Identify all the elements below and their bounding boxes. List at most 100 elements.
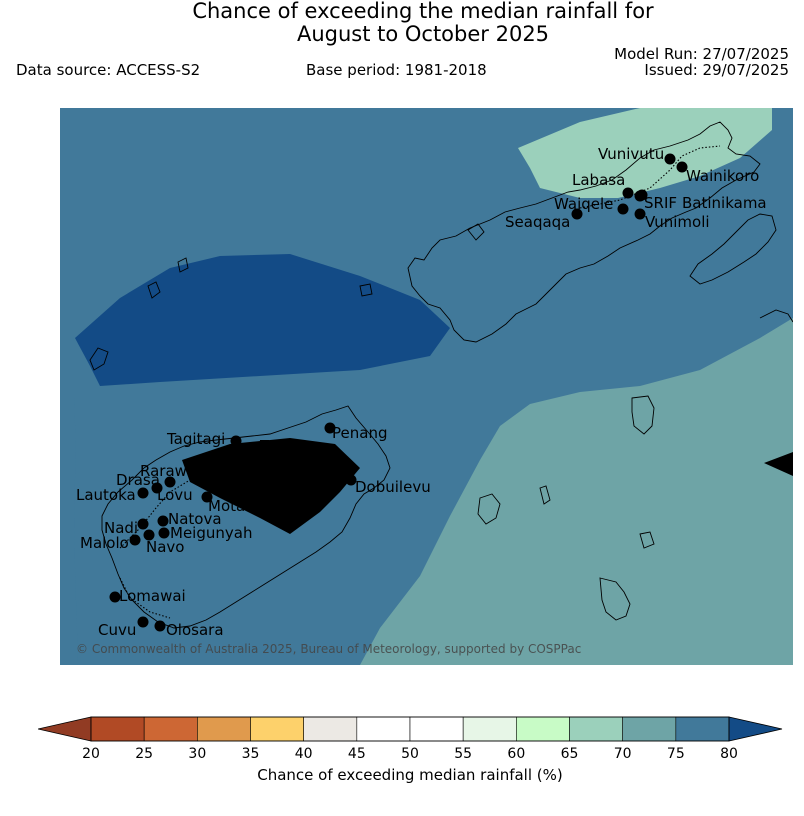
zone-above-80-north <box>518 108 772 198</box>
town-label-lomawai: Lomawai <box>119 587 186 605</box>
colorbar-frame <box>90 716 730 742</box>
boundary-viti-levu-south <box>119 577 171 619</box>
colorbar-segment <box>569 716 623 742</box>
coast-kadavu <box>599 577 631 621</box>
town-marker-lovu <box>164 476 176 488</box>
town-label-mota: Mota <box>208 497 245 515</box>
town-label-tagitagi: Tagitagi <box>166 430 225 448</box>
town-label-dobuilevu: Dobuilevu <box>355 478 431 496</box>
town-marker-dobuilevu <box>345 474 357 486</box>
town-markers: Vunivutu Wainikoro Labasa Waiqele SRIF Batini… <box>76 145 767 639</box>
coast-taveuni <box>689 213 777 285</box>
colorbar-tick-label: 80 <box>720 746 738 762</box>
town-label-navatu: Navatu <box>217 462 271 480</box>
town-marker-lomawai <box>109 591 121 603</box>
colorbar-segments <box>90 716 730 742</box>
colorbar-tick-label: 65 <box>561 746 579 762</box>
colorbar-tick-label: 20 <box>82 746 100 762</box>
town-marker-vatukoula <box>243 457 255 469</box>
data-source: Data source: ACCESS-S2 <box>16 61 201 79</box>
town-marker-lautoka <box>137 487 149 499</box>
town-marker-waiqele <box>617 203 629 215</box>
town-marker-drasa <box>151 482 163 494</box>
coast-island-e <box>639 531 655 549</box>
colorbar-ticks: 20 25 30 35 40 45 50 55 60 65 70 75 80 <box>82 746 738 762</box>
district-boundaries <box>119 145 721 619</box>
town-marker-labasa <box>622 187 634 199</box>
colorbar: 20 25 30 35 40 45 50 55 60 65 70 75 80 <box>38 716 783 762</box>
coast-island-i <box>467 223 485 241</box>
coast-viti-levu <box>101 405 391 629</box>
colorbar-segment <box>303 716 358 742</box>
town-label-cuvu: Cuvu <box>98 621 136 639</box>
colorbar-tick-label: 70 <box>614 746 632 762</box>
town-label-wainikoro: Wainikoro <box>686 167 759 185</box>
coast-island-f <box>89 347 109 371</box>
title-line-1: Chance of exceeding the median rainfall … <box>192 0 654 23</box>
town-marker-natova <box>157 515 169 527</box>
town-label-meigunyah: Meigunyah <box>170 524 252 542</box>
coast-island-b <box>477 493 501 525</box>
colorbar-segment <box>462 716 517 742</box>
town-label-srif: SRIF <box>644 194 677 212</box>
town-marker-tagitagi <box>230 435 242 447</box>
town-label-nadi: Nadi <box>104 519 138 537</box>
model-run: Model Run: 27/07/2025 <box>614 45 789 63</box>
colorbar-segment <box>90 716 145 742</box>
town-marker-vunimoli <box>634 208 646 220</box>
coast-island-h <box>177 257 189 273</box>
town-label-drasa: Drasa <box>116 471 160 489</box>
colorbar-segment <box>516 716 570 742</box>
issued-date: Issued: 29/07/2025 <box>644 61 789 79</box>
coast-vanua-levu <box>407 121 761 343</box>
town-label-labasa: Labasa <box>572 171 625 189</box>
colorbar-segment <box>356 716 411 742</box>
zone-70-75-west <box>60 398 78 665</box>
colorbar-tick-label: 40 <box>295 746 313 762</box>
town-marker-malolo <box>129 534 141 546</box>
town-label-vunimoli: Vunimoli <box>645 213 710 231</box>
town-marker-wainikoro <box>676 161 688 173</box>
colorbar-segment <box>197 716 251 742</box>
colorbar-segment <box>143 716 198 742</box>
colorbar-tick-label: 75 <box>667 746 685 762</box>
town-label-lovu: Lovu <box>157 486 193 504</box>
colorbar-tick-label: 25 <box>135 746 153 762</box>
town-label-tavua: Tavua <box>259 437 303 455</box>
town-marker-koronubu <box>214 477 226 489</box>
colorbar-tick-label: 50 <box>401 746 419 762</box>
coast-island-g <box>147 281 161 299</box>
zone-70-75-main <box>360 318 793 665</box>
colorbar-segment <box>409 716 464 742</box>
zone-above-80-viti-levu <box>182 438 360 534</box>
colorbar-tick-label: 30 <box>188 746 206 762</box>
colorbar-tick-label: 35 <box>242 746 260 762</box>
town-label-waiqele: Waiqele <box>554 195 613 213</box>
colorbar-over-arrow <box>728 716 783 742</box>
colorbar-segment <box>622 716 677 742</box>
town-marker-nadi <box>137 518 149 530</box>
town-label-seaqaqa: Seaqaqa <box>505 213 570 231</box>
colorbar-under-arrow <box>38 716 92 742</box>
town-marker-navo <box>143 529 155 541</box>
town-label-penang: Penang <box>332 424 387 442</box>
boundary-viti-levu-west <box>119 471 211 549</box>
town-label-olosara: Olosara <box>166 621 224 639</box>
title-line-2: August to October 2025 <box>296 22 550 46</box>
town-label-vunivutu: Vunivutu <box>598 145 664 163</box>
coast-island-a <box>631 395 655 435</box>
town-label-koronubu: Koronubu <box>224 476 295 494</box>
town-marker-mota <box>201 491 213 503</box>
town-marker-navatu <box>207 464 219 476</box>
colorbar-label: Chance of exceeding median rainfall (%) <box>257 766 563 784</box>
town-label-navo: Navo <box>146 538 184 556</box>
coast-island-j <box>759 309 793 323</box>
town-label-batinikama: Batinikama <box>682 194 767 212</box>
town-marker-meigunyah <box>158 527 170 539</box>
town-label-lautoka: Lautoka <box>76 486 136 504</box>
town-label-natova: Natova <box>168 510 222 528</box>
base-period: Base period: 1981-2018 <box>306 61 487 79</box>
town-marker-tavua <box>250 442 262 454</box>
colorbar-tick-label: 45 <box>348 746 366 762</box>
town-label-rarawai: Rarawai <box>140 462 200 480</box>
